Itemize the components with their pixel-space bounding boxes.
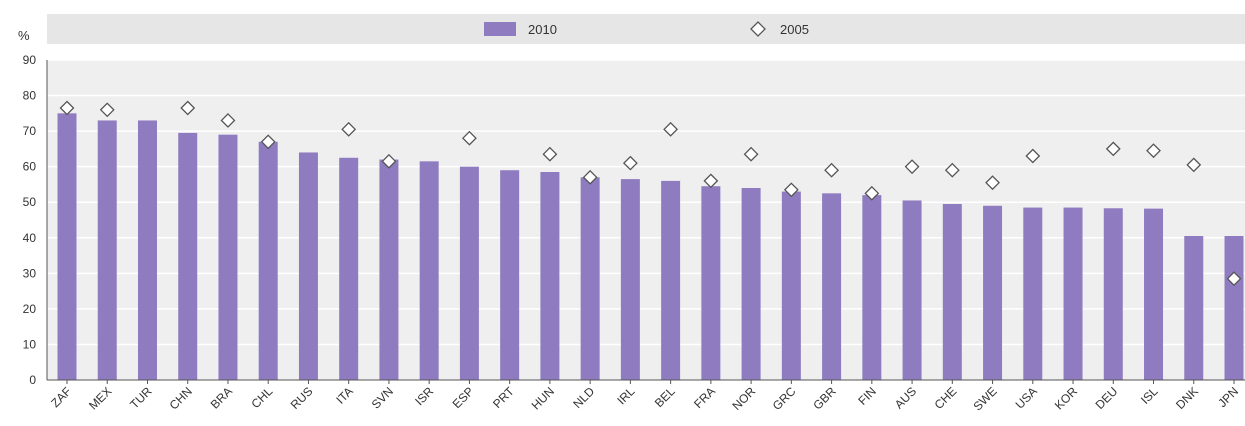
y-tick-label: 40: [23, 231, 37, 245]
bar-2010-isr: [419, 161, 439, 380]
bar-2010-kor: [1063, 207, 1083, 380]
y-tick-label: 20: [23, 302, 37, 316]
bar-2010-jpn: [1224, 236, 1244, 380]
bar-2010-fra: [701, 186, 721, 380]
marker-2005-esp: [461, 130, 477, 146]
bar-2010-nld: [580, 177, 600, 380]
bar-2010-che: [942, 204, 962, 380]
bar-2010-bel: [661, 180, 681, 380]
legend: 2010 2005: [47, 14, 1245, 44]
bar-2010-chn: [178, 132, 198, 380]
marker-2005-bel: [663, 121, 679, 137]
bar-2010-prt: [500, 170, 520, 380]
marker-2005-fra: [703, 173, 719, 189]
bar-2010-zaf: [57, 113, 77, 380]
marker-2005-zaf: [59, 100, 75, 116]
bar-2010-mex: [97, 120, 117, 380]
bar-2010-rus: [298, 152, 318, 380]
marker-2005-deu: [1105, 141, 1121, 157]
bar-2010-irl: [620, 179, 640, 380]
bar-2010-dnk: [1184, 236, 1204, 380]
y-axis-unit-label: %: [18, 28, 30, 43]
marker-2005-grc: [783, 182, 799, 198]
legend-background: [47, 14, 1245, 44]
bar-2010-fin: [862, 195, 882, 380]
marker-2005-chl: [260, 134, 276, 150]
marker-2005-fin: [864, 185, 880, 201]
y-tick-label: 70: [23, 124, 37, 138]
y-tick-label: 10: [23, 337, 37, 351]
marker-2005-nld: [582, 169, 598, 185]
marker-2005-svn: [381, 153, 397, 169]
marker-2005-isl: [1146, 143, 1161, 159]
marker-2005-jpn: [1226, 271, 1242, 287]
marker-2005-swe: [985, 175, 1000, 191]
legend-swatch-2010: [484, 22, 516, 36]
marker-2005-aus: [904, 159, 920, 175]
bar-2010-nor: [741, 188, 761, 380]
bar-2010-aus: [902, 200, 922, 380]
legend-diamond-icon-2005: [750, 21, 766, 37]
bar-2010-hun: [540, 172, 560, 380]
bars-2010: [57, 113, 1244, 380]
marker-2005-ita: [341, 121, 357, 137]
y-tick-label: 60: [23, 160, 37, 174]
y-axis-ticks: 0 10 20 30 40 50 60 70 80 90: [23, 53, 37, 387]
y-tick-label: 30: [23, 266, 37, 280]
y-tick-label: 80: [23, 89, 37, 103]
bar-2010-swe: [983, 205, 1003, 380]
y-tick-label: 50: [23, 195, 37, 209]
bar-2010-bra: [218, 134, 238, 380]
marker-2005-dnk: [1186, 157, 1202, 173]
bar-2010-tur: [137, 120, 157, 380]
bar-2010-deu: [1103, 208, 1123, 380]
legend-label-2005: 2005: [780, 22, 809, 37]
marker-2005-irl: [622, 155, 638, 171]
marker-2005-chn: [180, 100, 196, 116]
gridlines: [47, 59, 1245, 346]
bar-2010-usa: [1023, 207, 1043, 380]
bar-2010-svn: [379, 159, 399, 380]
y-tick-label: 0: [29, 373, 36, 387]
legend-label-2010: 2010: [528, 22, 557, 37]
y-tick-label: 90: [23, 53, 37, 67]
bar-2010-esp: [459, 166, 479, 380]
plot-area: [47, 60, 1245, 380]
bar-2010-gbr: [822, 193, 842, 380]
marker-2005-che: [944, 162, 960, 178]
markers-2005: [59, 100, 1242, 287]
bar-2010-chl: [258, 141, 278, 380]
marker-2005-hun: [542, 146, 558, 162]
marker-2005-gbr: [824, 162, 840, 178]
marker-2005-bra: [220, 113, 236, 128]
marker-2005-usa: [1025, 148, 1041, 164]
bar-2010-ita: [339, 157, 359, 380]
bar-2010-grc: [781, 191, 801, 380]
marker-2005-nor: [743, 146, 759, 162]
bar-2010-isl: [1144, 208, 1164, 380]
marker-2005-mex: [99, 102, 115, 118]
